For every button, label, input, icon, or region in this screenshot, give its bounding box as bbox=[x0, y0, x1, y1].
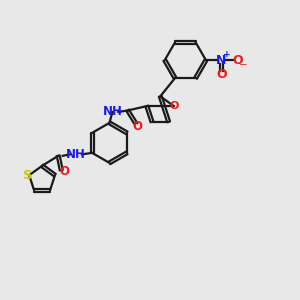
Text: NH: NH bbox=[103, 106, 122, 118]
Text: S: S bbox=[23, 169, 32, 182]
Text: NH: NH bbox=[66, 148, 86, 161]
Text: N: N bbox=[216, 54, 226, 67]
Text: −: − bbox=[239, 60, 248, 70]
Text: +: + bbox=[223, 50, 230, 59]
Text: O: O bbox=[169, 101, 178, 111]
Text: O: O bbox=[59, 165, 69, 178]
Text: O: O bbox=[132, 120, 142, 133]
Text: O: O bbox=[232, 54, 243, 67]
Text: O: O bbox=[216, 68, 226, 81]
